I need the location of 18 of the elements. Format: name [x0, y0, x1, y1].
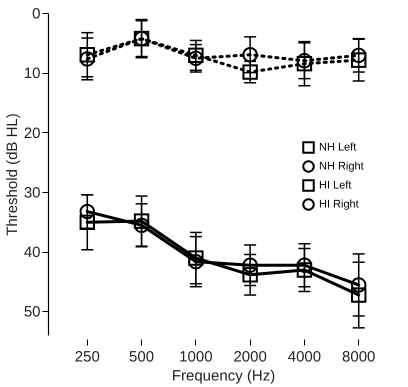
y-tick-label: 50 [24, 304, 40, 321]
x-tick-label: 8000 [342, 348, 376, 366]
y-tick-label: 0 [32, 6, 40, 22]
legend-label: HI Right [319, 198, 359, 210]
legend-label: NH Left [319, 142, 356, 154]
x-tick-label: 500 [129, 348, 154, 366]
x-tick-label: 250 [74, 348, 100, 366]
legend-label: NH Right [319, 160, 364, 172]
y-axis-title: Threshold (dB HL) [4, 113, 21, 236]
y-tick-label: 30 [24, 184, 40, 202]
y-tick-label: 20 [24, 124, 40, 142]
x-tick-label: 4000 [288, 348, 322, 366]
y-tick-label: 10 [24, 65, 40, 82]
x-axis-title: Frequency (Hz) [172, 368, 276, 384]
x-tick-label: 1000 [179, 348, 213, 366]
x-tick-label: 2000 [233, 348, 267, 366]
legend-label: HI Left [319, 180, 352, 192]
y-tick-label: 40 [24, 244, 40, 262]
